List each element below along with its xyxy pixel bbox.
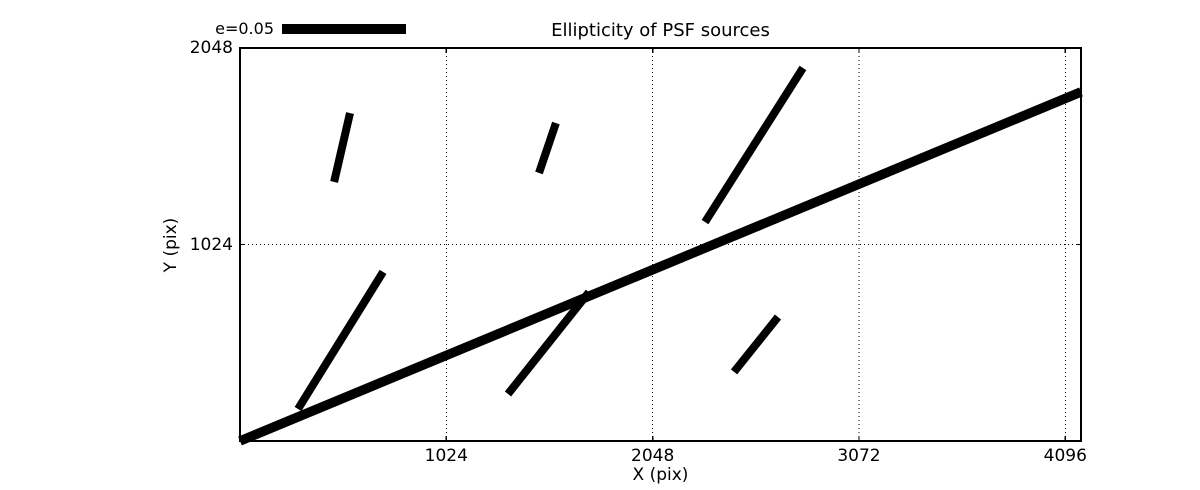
y-tick-label: 2048: [189, 38, 233, 58]
x-tick-label: 1024: [424, 446, 468, 466]
ellipticity-whisker: [330, 112, 354, 183]
x-tick-label: 4096: [1043, 446, 1087, 466]
chart-title: Ellipticity of PSF sources: [551, 20, 770, 41]
y-axis-label: Y (pix): [161, 217, 181, 273]
ellipticity-whisker: [294, 269, 387, 412]
x-tick-label: 2048: [631, 446, 675, 466]
ellipticity-whisker: [535, 121, 560, 175]
y-tick-label: 1024: [189, 234, 233, 255]
x-axis-label: X (pix): [632, 465, 689, 485]
x-tick-label: 3072: [837, 446, 881, 466]
legend-scale-bar: [282, 24, 406, 34]
ellipticity-whisker: [504, 289, 593, 397]
legend-label: e=0.05: [215, 19, 274, 38]
ellipticity-whisker: [701, 65, 807, 225]
ellipticity-whisker: [730, 314, 782, 375]
ellipticity-whisker: [238, 87, 1083, 446]
